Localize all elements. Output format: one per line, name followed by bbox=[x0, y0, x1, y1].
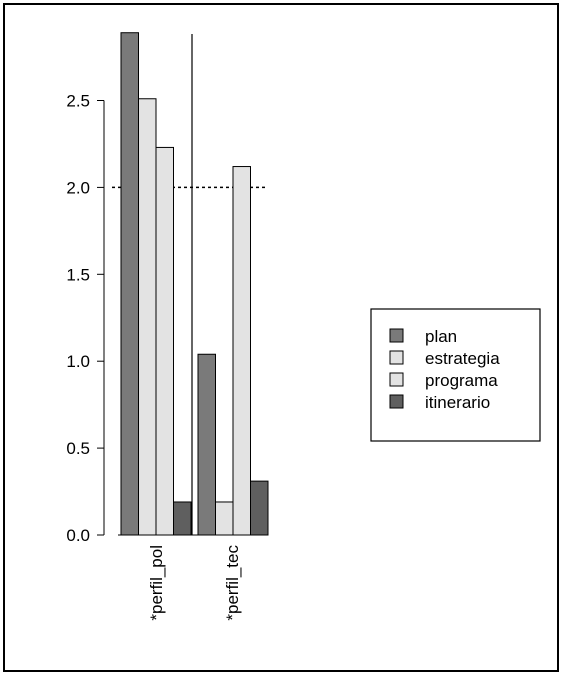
legend-swatch-programa bbox=[389, 372, 404, 387]
bar-itinerario-0 bbox=[173, 501, 192, 536]
y-tick-label: 1.0 bbox=[66, 352, 90, 371]
legend-swatch-plan bbox=[389, 328, 404, 343]
y-tick-label: 2.0 bbox=[66, 178, 90, 197]
legend-label: programa bbox=[425, 371, 498, 390]
y-tick-label: 0.0 bbox=[66, 526, 90, 545]
y-tick-label: 2.5 bbox=[66, 92, 90, 111]
y-tick-label: 1.5 bbox=[66, 265, 90, 284]
bar-programa-0 bbox=[155, 146, 174, 536]
category-label: *perfil_tec bbox=[223, 545, 242, 621]
bar-programa-1 bbox=[232, 166, 251, 536]
legend-label: estrategia bbox=[425, 349, 500, 368]
bar-estrategia-1 bbox=[215, 501, 234, 536]
bar-plan-0 bbox=[120, 32, 139, 536]
y-tick-label: 0.5 bbox=[66, 439, 90, 458]
category-label: *perfil_pol bbox=[147, 545, 166, 621]
bar-itinerario-1 bbox=[250, 480, 269, 536]
legend-swatch-estrategia bbox=[389, 350, 404, 365]
bar-estrategia-0 bbox=[138, 98, 157, 536]
legend-label: plan bbox=[425, 327, 457, 346]
legend-swatch-itinerario bbox=[389, 394, 404, 409]
legend-label: itinerario bbox=[425, 393, 490, 412]
bar-plan-1 bbox=[197, 353, 216, 536]
